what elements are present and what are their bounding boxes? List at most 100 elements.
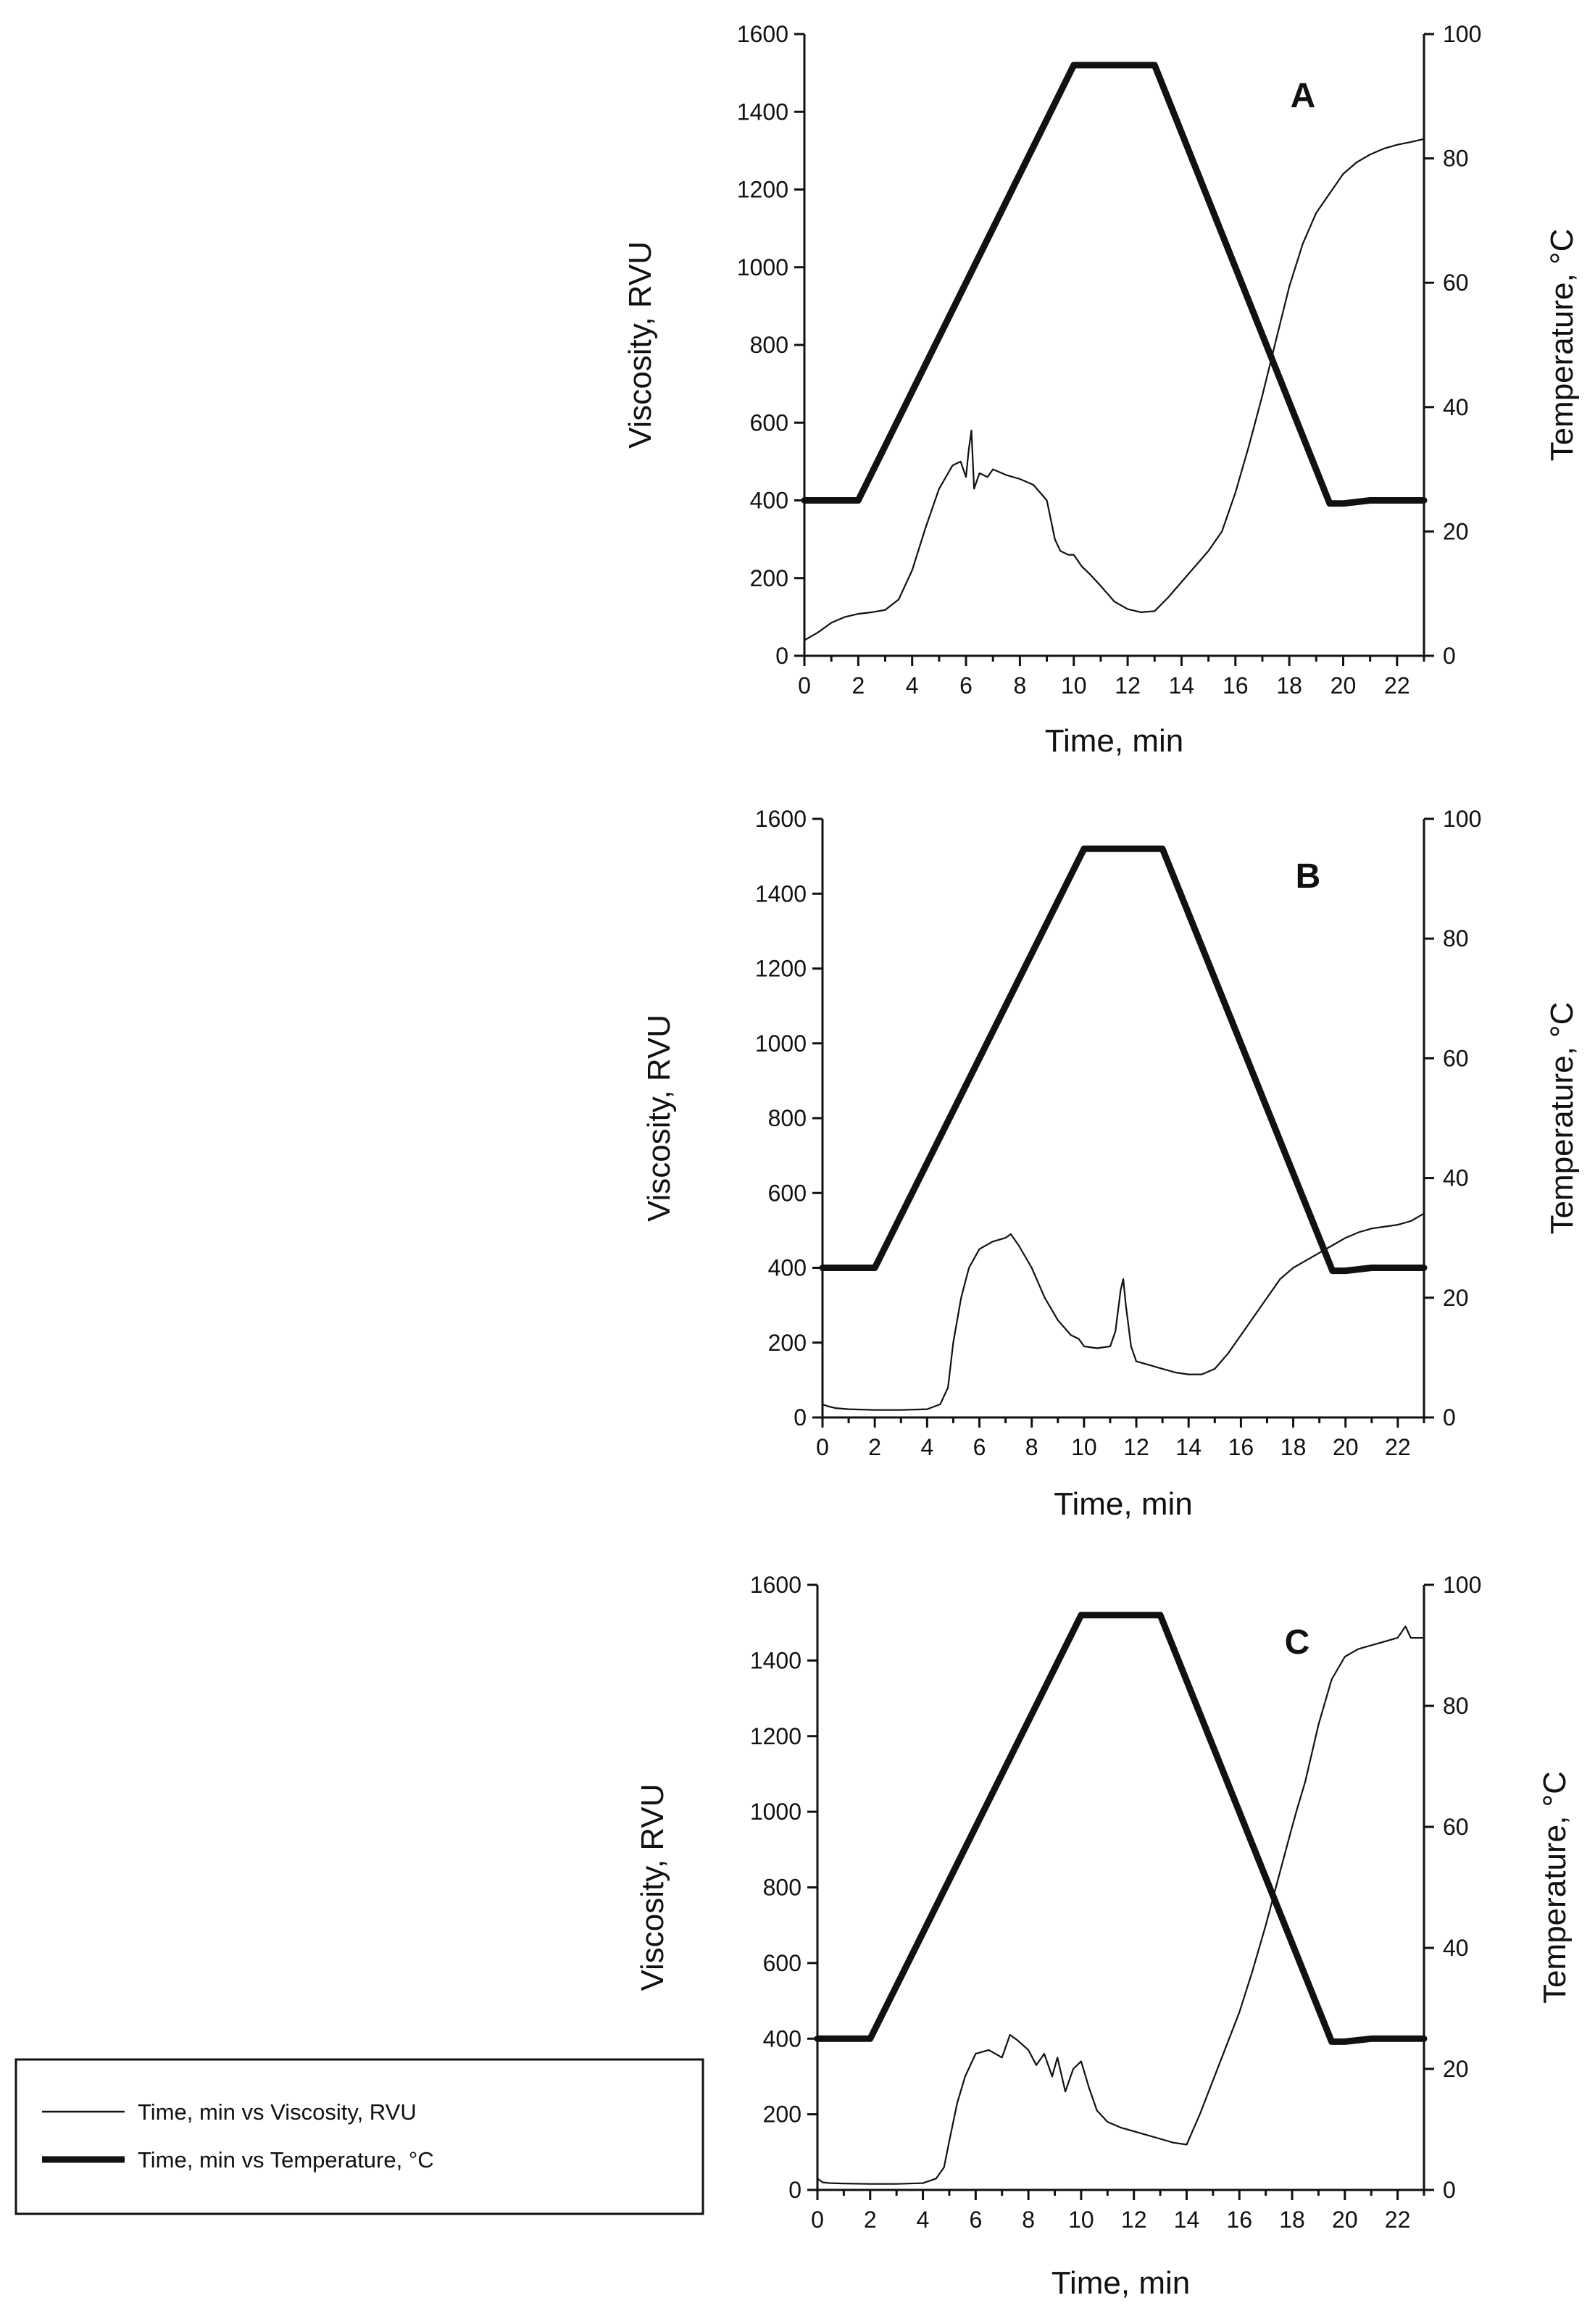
x-tick-label: 4 [917, 2207, 930, 2233]
temperature-line [801, 62, 1428, 507]
x-tick-label: 10 [1071, 1434, 1097, 1460]
panel-label: C [1285, 1623, 1310, 1662]
y-tick-label: 800 [750, 332, 788, 358]
x-tick-label: 10 [1061, 672, 1087, 699]
x-tick-label: 18 [1280, 1434, 1307, 1460]
y-tick-label: 600 [750, 409, 788, 436]
viscosity-line [816, 1625, 1425, 2185]
x-tick-label: 0 [798, 672, 811, 699]
panel-label: B [1296, 857, 1321, 896]
y2-tick-label: 20 [1443, 518, 1469, 544]
y-tick-label: 1400 [750, 1647, 801, 1673]
y-tick-label: 1600 [755, 806, 807, 832]
panel-label: A [1291, 77, 1316, 115]
y2-axis-title: Temperature, °C [1537, 1771, 1573, 2004]
legend-label-temperature: Time, min vs Temperature, °C [138, 2147, 434, 2173]
y-tick-label: 1000 [750, 1799, 801, 1825]
panel-b: 0200400600800100012001400160002040608010… [641, 806, 1580, 1522]
x-tick-label: 16 [1228, 1434, 1254, 1460]
x-tick-label: 4 [920, 1434, 933, 1460]
x-tick-label: 12 [1123, 1434, 1149, 1460]
y-tick-label: 1000 [755, 1030, 807, 1057]
x-tick-label: 22 [1384, 672, 1410, 699]
x-tick-label: 12 [1121, 2207, 1147, 2233]
x-tick-label: 0 [816, 1434, 829, 1460]
y2-tick-label: 100 [1443, 21, 1481, 47]
y-tick-label: 1600 [737, 21, 788, 47]
y-tick-label: 1600 [750, 1572, 801, 1598]
x-tick-label: 8 [1013, 672, 1026, 699]
y2-tick-label: 0 [1443, 643, 1456, 669]
legend-label-viscosity: Time, min vs Viscosity, RVU [138, 2099, 417, 2125]
y-axis-title: Viscosity, RVU [641, 1015, 677, 1222]
x-axis-title: Time, min [1054, 1486, 1193, 1522]
x-tick-label: 6 [973, 1434, 986, 1460]
x-tick-label: 22 [1385, 1434, 1411, 1460]
y-tick-label: 600 [763, 1950, 801, 1976]
y2-tick-label: 80 [1443, 146, 1469, 172]
x-tick-label: 8 [1025, 1434, 1038, 1460]
x-tick-label: 2 [868, 1434, 881, 1460]
y2-tick-label: 40 [1443, 1935, 1469, 1961]
x-tick-label: 12 [1115, 672, 1141, 699]
x-tick-label: 18 [1276, 672, 1302, 699]
panel-a: 0200400600800100012001400160002040608010… [622, 21, 1580, 759]
y-tick-label: 800 [768, 1105, 807, 1131]
y2-tick-label: 0 [1443, 2177, 1456, 2203]
y2-axis-title: Temperature, °C [1544, 1002, 1580, 1235]
legend: Time, min vs Viscosity, RVU Time, min vs… [14, 2058, 704, 2215]
x-tick-label: 0 [811, 2207, 824, 2233]
y-tick-label: 1200 [750, 1723, 801, 1749]
temperature-line [819, 845, 1428, 1275]
y-tick-label: 0 [788, 2177, 801, 2203]
y-tick-label: 600 [768, 1180, 807, 1206]
panel-c: 0200400600800100012001400160002040608010… [635, 1572, 1573, 2301]
y-tick-label: 1000 [737, 254, 788, 280]
y-tick-label: 400 [768, 1255, 807, 1281]
y-tick-label: 800 [763, 1875, 801, 1901]
x-tick-label: 16 [1226, 2207, 1252, 2233]
y2-axis-title: Temperature, °C [1544, 229, 1580, 462]
y-tick-label: 400 [763, 2025, 801, 2052]
y2-tick-label: 80 [1443, 925, 1469, 951]
x-axis-title: Time, min [1045, 723, 1184, 759]
x-tick-label: 20 [1333, 1434, 1359, 1460]
y2-tick-label: 0 [1443, 1404, 1456, 1430]
x-tick-label: 20 [1330, 672, 1357, 699]
x-tick-label: 8 [1022, 2207, 1035, 2233]
y-axis-title: Viscosity, RVU [635, 1783, 670, 1991]
y2-tick-label: 100 [1443, 1572, 1481, 1598]
y2-tick-label: 40 [1443, 394, 1469, 420]
y2-tick-label: 60 [1443, 1814, 1469, 1840]
x-tick-label: 14 [1174, 2207, 1200, 2233]
y-tick-label: 1200 [737, 177, 788, 203]
y-tick-label: 200 [768, 1330, 807, 1356]
x-tick-label: 16 [1223, 672, 1249, 699]
y2-tick-label: 80 [1443, 1693, 1469, 1719]
legend-frame [14, 2058, 704, 2215]
y-tick-label: 200 [763, 2102, 801, 2128]
y-tick-label: 200 [750, 565, 788, 591]
y2-tick-label: 20 [1443, 2056, 1469, 2082]
y-axis-title: Viscosity, RVU [622, 241, 658, 449]
y-tick-label: 1200 [755, 956, 807, 982]
viscosity-line [803, 138, 1425, 641]
y2-tick-label: 40 [1443, 1165, 1469, 1191]
y2-tick-label: 60 [1443, 270, 1469, 296]
x-tick-label: 22 [1385, 2207, 1411, 2233]
x-tick-label: 14 [1169, 672, 1195, 699]
y-tick-label: 1400 [737, 99, 788, 125]
y2-tick-label: 20 [1443, 1285, 1469, 1311]
x-tick-label: 20 [1332, 2207, 1358, 2233]
temperature-line [814, 1612, 1428, 2045]
x-tick-label: 6 [969, 2207, 982, 2233]
x-tick-label: 10 [1068, 2207, 1094, 2233]
viscosity-line [821, 1212, 1425, 1411]
x-tick-label: 14 [1175, 1434, 1202, 1460]
y-tick-label: 0 [775, 643, 788, 669]
x-tick-label: 6 [959, 672, 973, 699]
x-tick-label: 18 [1279, 2207, 1305, 2233]
x-tick-label: 4 [906, 672, 919, 699]
x-axis-title: Time, min [1051, 2265, 1191, 2301]
